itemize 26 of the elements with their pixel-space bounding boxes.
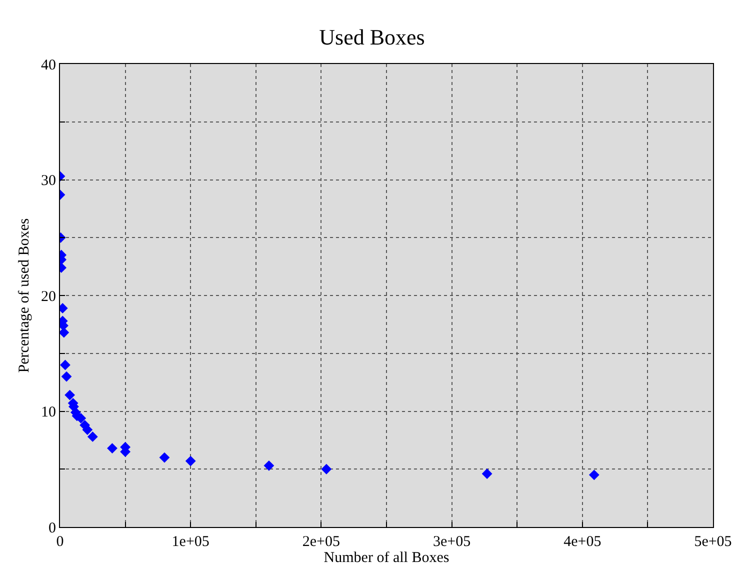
point [107, 443, 118, 454]
point [185, 456, 196, 466]
x-tick-label: 1e+05 [172, 534, 210, 550]
x-tick-label: 4e+05 [564, 534, 602, 550]
y-tick-label: 40 [41, 57, 56, 74]
point [588, 470, 600, 480]
x-tick-label: 3e+05 [432, 534, 471, 550]
point [264, 460, 274, 471]
y-tick-label: 10 [41, 404, 56, 420]
point [482, 468, 492, 479]
y-tick-label: 30 [41, 173, 56, 189]
x-tick-label: 2e+05 [302, 534, 340, 550]
point [82, 424, 93, 435]
point [159, 452, 170, 463]
x-tick-label: 5e+05 [694, 534, 732, 550]
x-axis-title: Number of all Boxes [324, 550, 450, 566]
point [321, 464, 332, 474]
chart-title: Used Boxes [319, 24, 425, 50]
point [87, 432, 98, 442]
y-tick-label: 0 [48, 520, 56, 536]
point [60, 360, 70, 370]
point [60, 327, 70, 338]
y-axis-title: Percentage of used Boxes [16, 218, 32, 373]
y-tick-label: 20 [41, 288, 56, 305]
point [61, 371, 72, 382]
point [64, 390, 75, 400]
